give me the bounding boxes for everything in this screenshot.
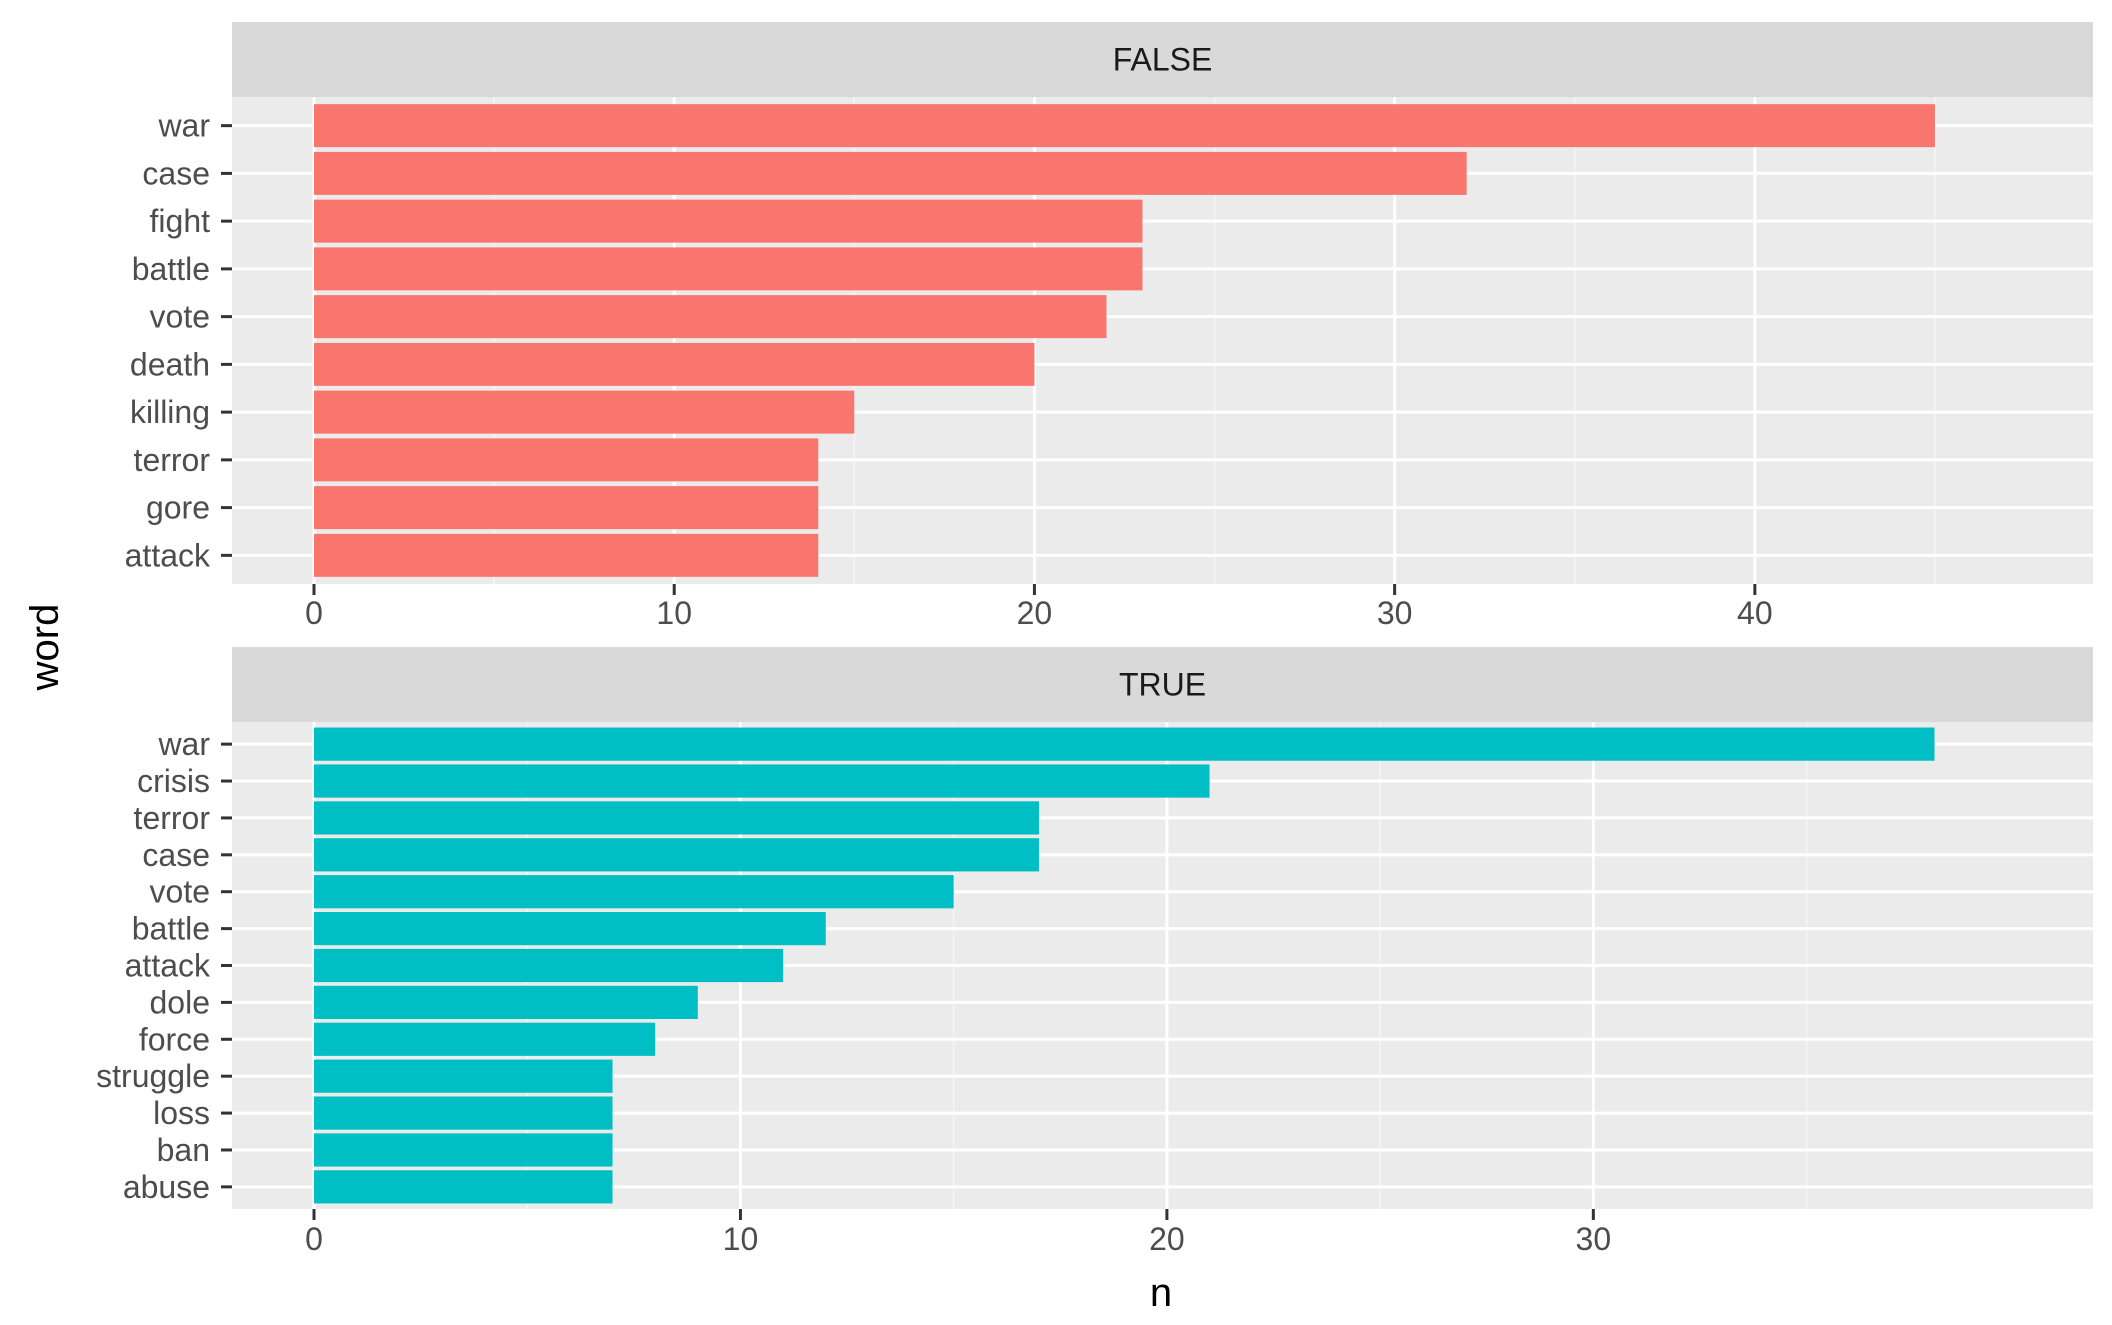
bar-battle — [314, 912, 826, 946]
y-tick-label-killing: killing — [130, 394, 210, 430]
bar-terror — [314, 801, 1039, 835]
y-tick-label-terror: terror — [134, 800, 211, 836]
bar-war — [314, 727, 1935, 761]
facet-strip-label: FALSE — [1113, 42, 1213, 78]
bar-attack — [314, 533, 819, 577]
x-tick-label: 40 — [1737, 595, 1773, 631]
bar-vote — [314, 875, 954, 909]
bar-gore — [314, 486, 819, 530]
facet-strip — [232, 22, 2093, 97]
bar-dole — [314, 985, 698, 1019]
bar-terror — [314, 438, 819, 482]
y-tick-label-force: force — [139, 1021, 210, 1057]
x-tick-label: 30 — [1377, 595, 1413, 631]
x-tick-label: 10 — [656, 595, 692, 631]
bar-vote — [314, 295, 1107, 339]
x-axis-title: n — [1150, 1271, 1172, 1315]
y-axis-title: word — [23, 604, 67, 692]
x-tick-label: 30 — [1576, 1221, 1612, 1257]
y-tick-label-terror: terror — [134, 442, 211, 478]
y-tick-label-case: case — [142, 155, 210, 191]
facet-panel-true: TRUE warcrisisterrorcasevotebattleattackd… — [96, 647, 2093, 1257]
y-tick-label-loss: loss — [153, 1095, 210, 1131]
x-tick-label: 20 — [1017, 595, 1053, 631]
facet-strip-label: TRUE — [1119, 667, 1206, 703]
y-tick-label-gore: gore — [146, 490, 210, 526]
bar-crisis — [314, 764, 1210, 798]
facets-group: FALSEwarcasefightbattlevotedeathkillingt… — [96, 22, 2093, 1257]
bar-attack — [314, 948, 784, 983]
bar-death — [314, 342, 1035, 386]
bar-case — [314, 838, 1039, 872]
bar-case — [314, 151, 1467, 195]
y-tick-label-vote: vote — [150, 874, 210, 910]
y-tick-label-war: war — [157, 726, 210, 762]
y-tick-label-dole: dole — [150, 984, 211, 1020]
x-tick-label: 10 — [723, 1221, 759, 1257]
y-tick-label-attack: attack — [125, 537, 211, 573]
bar-fight — [314, 199, 1143, 243]
y-tick-label-crisis: crisis — [137, 763, 210, 799]
bar-ban — [314, 1133, 613, 1167]
y-tick-label-struggle: struggle — [96, 1058, 210, 1094]
y-tick-label-vote: vote — [150, 299, 210, 335]
y-tick-label-battle: battle — [132, 251, 210, 287]
facet-strip — [232, 647, 2093, 722]
y-tick-label-case: case — [142, 837, 210, 873]
facet-panel-false: FALSE war case fight battle vote death killing t… — [125, 22, 2093, 631]
y-tick-label-battle: battle — [132, 911, 210, 947]
bar-loss — [314, 1096, 613, 1130]
bar-war — [314, 104, 1935, 148]
y-tick-label-abuse: abuse — [123, 1169, 210, 1205]
y-tick-label-war: war — [157, 108, 210, 144]
y-tick-label-ban: ban — [157, 1132, 210, 1168]
bar-force — [314, 1022, 656, 1056]
y-tick-label-attack: attack — [125, 948, 211, 984]
y-tick-label-fight: fight — [150, 203, 211, 239]
x-tick-label: 0 — [305, 595, 323, 631]
y-tick-label-death: death — [130, 346, 210, 382]
bar-killing — [314, 390, 855, 434]
x-tick-label: 0 — [305, 1221, 323, 1257]
bar-struggle — [314, 1059, 613, 1093]
bar-abuse — [314, 1170, 613, 1204]
bar-battle — [314, 247, 1143, 291]
x-tick-label: 20 — [1149, 1221, 1185, 1257]
